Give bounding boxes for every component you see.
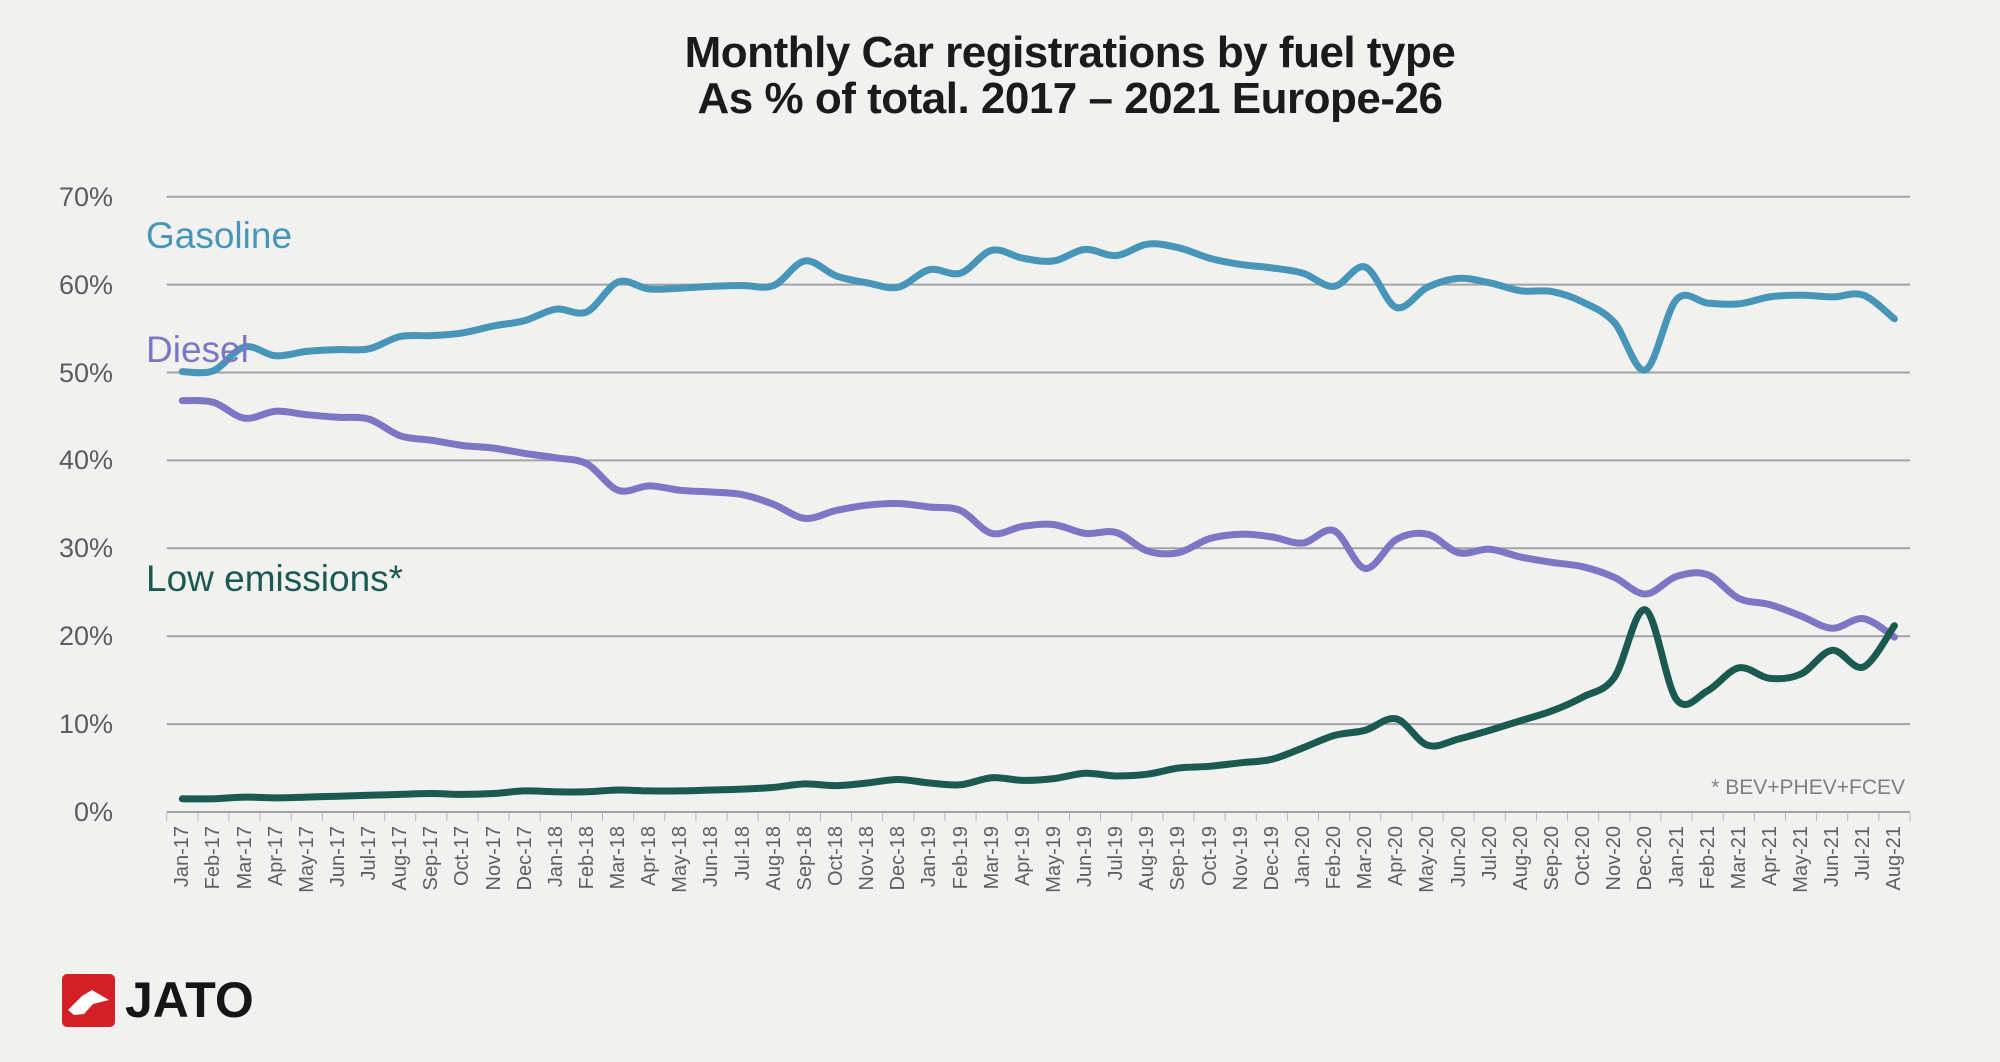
x-tick-label: Jul-18 <box>731 826 754 881</box>
chart-footnote: * BEV+PHEV+FCEV <box>1711 776 1905 799</box>
x-tick-label: Nov-17 <box>482 826 505 891</box>
x-tick-label: Jun-18 <box>700 826 723 888</box>
x-tick-label: Sep-20 <box>1541 826 1563 891</box>
x-tick-label: May-19 <box>1042 826 1065 893</box>
x-tick-label: Nov-19 <box>1229 826 1252 891</box>
x-tick-label: Aug-17 <box>389 826 412 891</box>
x-tick-label: Jul-17 <box>358 826 381 881</box>
chart-title-line1: Monthly Car registrations by fuel type <box>684 28 1456 77</box>
x-tick-label: Oct-19 <box>1198 826 1221 887</box>
y-tick-label: 50% <box>58 357 113 388</box>
x-tick-label: Apr-18 <box>638 826 661 887</box>
x-tick-label: Jul-20 <box>1478 826 1501 881</box>
y-tick-label: 10% <box>58 709 113 740</box>
x-tick-label: Mar-20 <box>1354 826 1377 890</box>
y-tick-label: 70% <box>58 181 113 212</box>
y-tick-label: 40% <box>58 445 113 476</box>
x-tick-label: Feb-19 <box>949 826 972 890</box>
chart-title: Monthly Car registrations by fuel type A… <box>140 30 2000 122</box>
x-tick-label: May-21 <box>1790 826 1813 893</box>
x-tick-label: Jan-20 <box>1291 826 1314 888</box>
y-tick-label: 30% <box>58 533 113 564</box>
x-tick-label: Mar-18 <box>607 826 630 890</box>
x-tick-label: Oct-20 <box>1572 826 1595 887</box>
x-tick-label: Sep-18 <box>793 826 816 891</box>
x-tick-label: Jun-17 <box>326 826 349 888</box>
jato-logo-arrow-icon <box>62 973 115 1027</box>
x-tick-label: Oct-17 <box>451 826 474 887</box>
x-tick-label: Sep-17 <box>420 826 443 891</box>
x-tick-label: Sep-19 <box>1167 826 1190 891</box>
x-tick-label: Mar-17 <box>233 826 256 890</box>
gasoline-line <box>178 240 1898 377</box>
x-tick-label: Feb-17 <box>202 826 225 890</box>
x-tick-label: Jan-17 <box>171 826 194 888</box>
x-tick-label: Apr-21 <box>1758 826 1781 887</box>
series-label-low-emissions: Low emissions* <box>146 558 404 599</box>
x-tick-label: Dec-19 <box>1260 826 1283 891</box>
x-tick-label: Feb-20 <box>1323 826 1346 890</box>
jato-logo-text: JATO <box>125 972 254 1028</box>
x-tick-label: Jul-21 <box>1852 826 1875 881</box>
x-tick-label: May-17 <box>295 826 318 893</box>
chart-title-line2: As % of total. 2017 – 2021 Europe-26 <box>697 74 1443 123</box>
x-tick-label: May-18 <box>669 826 692 893</box>
x-tick-label: Jul-19 <box>1105 826 1128 881</box>
x-tick-label: Dec-18 <box>887 826 910 891</box>
x-tick-label: Apr-17 <box>264 826 287 887</box>
jato-logo: JATO <box>62 972 254 1028</box>
x-tick-label: Jun-21 <box>1821 826 1844 888</box>
y-tick-label: 20% <box>58 621 113 652</box>
y-tick-label: 0% <box>73 797 113 827</box>
x-tick-label: Nov-18 <box>856 826 879 891</box>
x-tick-label: Mar-19 <box>980 826 1003 890</box>
x-tick-label: Jan-19 <box>918 826 941 888</box>
x-tick-label: Nov-20 <box>1603 826 1626 891</box>
x-tick-label: May-20 <box>1416 826 1439 893</box>
x-tick-label: Dec-17 <box>513 826 536 891</box>
x-tick-label: Mar-21 <box>1727 826 1750 890</box>
x-tick-label: Feb-18 <box>575 826 598 890</box>
diesel-line <box>178 397 1898 641</box>
series-label-diesel: Diesel <box>146 329 249 370</box>
series-label-gasoline: Gasoline <box>146 215 293 256</box>
x-tick-label: Apr-20 <box>1385 826 1408 887</box>
x-tick-label: Apr-19 <box>1011 826 1034 887</box>
x-tick-label: Jun-19 <box>1074 826 1097 888</box>
x-tick-label: Aug-19 <box>1136 826 1159 891</box>
x-tick-label: Aug-20 <box>1509 826 1532 891</box>
x-tick-label: Jan-18 <box>544 826 567 888</box>
x-tick-label: Aug-21 <box>1883 826 1906 891</box>
x-tick-label: Feb-21 <box>1696 826 1719 890</box>
low-emissions-line <box>178 606 1898 803</box>
x-tick-label: Jan-21 <box>1665 826 1688 888</box>
x-tick-label: Aug-18 <box>762 826 785 891</box>
x-tick-label: Jun-20 <box>1447 826 1470 888</box>
y-tick-label: 60% <box>58 269 113 300</box>
x-tick-label: Dec-20 <box>1634 826 1657 891</box>
x-tick-label: Oct-18 <box>825 826 847 887</box>
